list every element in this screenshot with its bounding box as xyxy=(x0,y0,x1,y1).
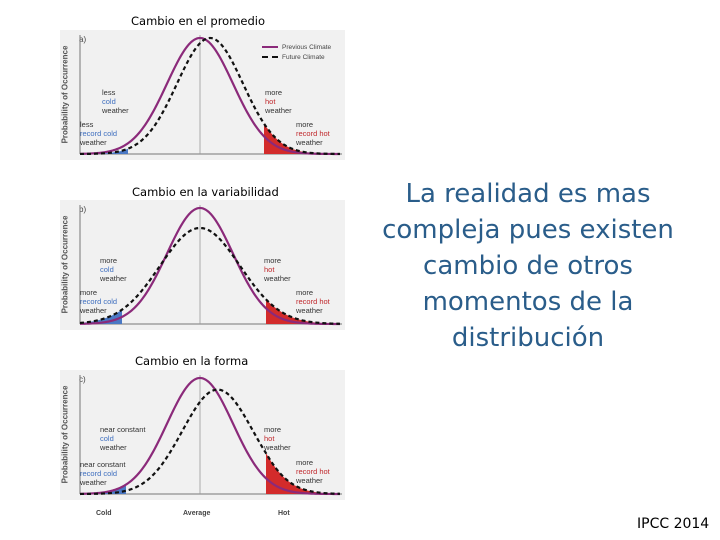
source-citation: IPCC 2014 xyxy=(637,516,710,532)
hot-extreme-area xyxy=(266,299,340,324)
label-left-low: near constant record cold weather xyxy=(80,460,126,487)
future-climate-curve xyxy=(79,388,341,496)
caption-variance-change: Cambio en la variabilidad xyxy=(132,185,279,199)
solid-line-swatch xyxy=(262,46,278,48)
previous-climate-curve xyxy=(79,206,341,326)
future-climate-curve xyxy=(79,36,341,156)
label-right-low: more record hot weather xyxy=(296,120,330,147)
label-left-mid: more cold weather xyxy=(100,256,127,283)
label-right-mid: more hot weather xyxy=(265,88,292,115)
label-right-mid: more hot weather xyxy=(264,425,291,452)
label-right-mid: more hot weather xyxy=(264,256,291,283)
caption-mean-shift: Cambio en el promedio xyxy=(131,14,266,28)
dashed-line-swatch xyxy=(262,56,278,58)
future-climate-curve xyxy=(79,226,341,325)
panel-letter: a) xyxy=(79,35,87,44)
label-left-low: more record cold weather xyxy=(80,288,118,315)
distribution-plot-a xyxy=(79,35,342,156)
label-left-mid: less cold weather xyxy=(102,88,129,115)
panel-letter: b) xyxy=(79,205,87,214)
label-right-low: more record hot weather xyxy=(296,288,330,315)
cold-extreme-area xyxy=(80,484,126,494)
label-left-mid: near constant cold weather xyxy=(100,425,146,452)
panel-c: Probability of Occurrence c) near consta… xyxy=(60,370,345,500)
panel-b: Probability of Occurrence b) more cold w… xyxy=(60,200,345,330)
caption-shape-change: Cambio en la forma xyxy=(135,354,249,368)
panel-letter: c) xyxy=(79,375,86,384)
distribution-plot-b xyxy=(79,205,342,326)
main-statement: La realidad es mas compleja pues existen… xyxy=(382,179,674,353)
distribution-plot-c xyxy=(79,375,342,496)
legend-future: Future Climate xyxy=(262,52,331,62)
x-label-average: Average xyxy=(183,510,211,517)
hot-extreme-area xyxy=(266,453,340,494)
panel-a: Probability of Occurrence a) Previous Cl… xyxy=(60,30,345,160)
previous-climate-curve xyxy=(79,36,341,156)
legend: Previous Climate Future Climate xyxy=(262,42,331,62)
x-label-hot: Hot xyxy=(278,510,290,517)
x-label-cold: Cold xyxy=(96,510,112,517)
previous-climate-curve xyxy=(79,376,341,496)
legend-previous: Previous Climate xyxy=(262,42,331,52)
label-right-low: more record hot weather xyxy=(296,458,330,485)
label-left-low: less record cold weather xyxy=(80,120,118,147)
hot-extreme-area xyxy=(264,123,340,154)
